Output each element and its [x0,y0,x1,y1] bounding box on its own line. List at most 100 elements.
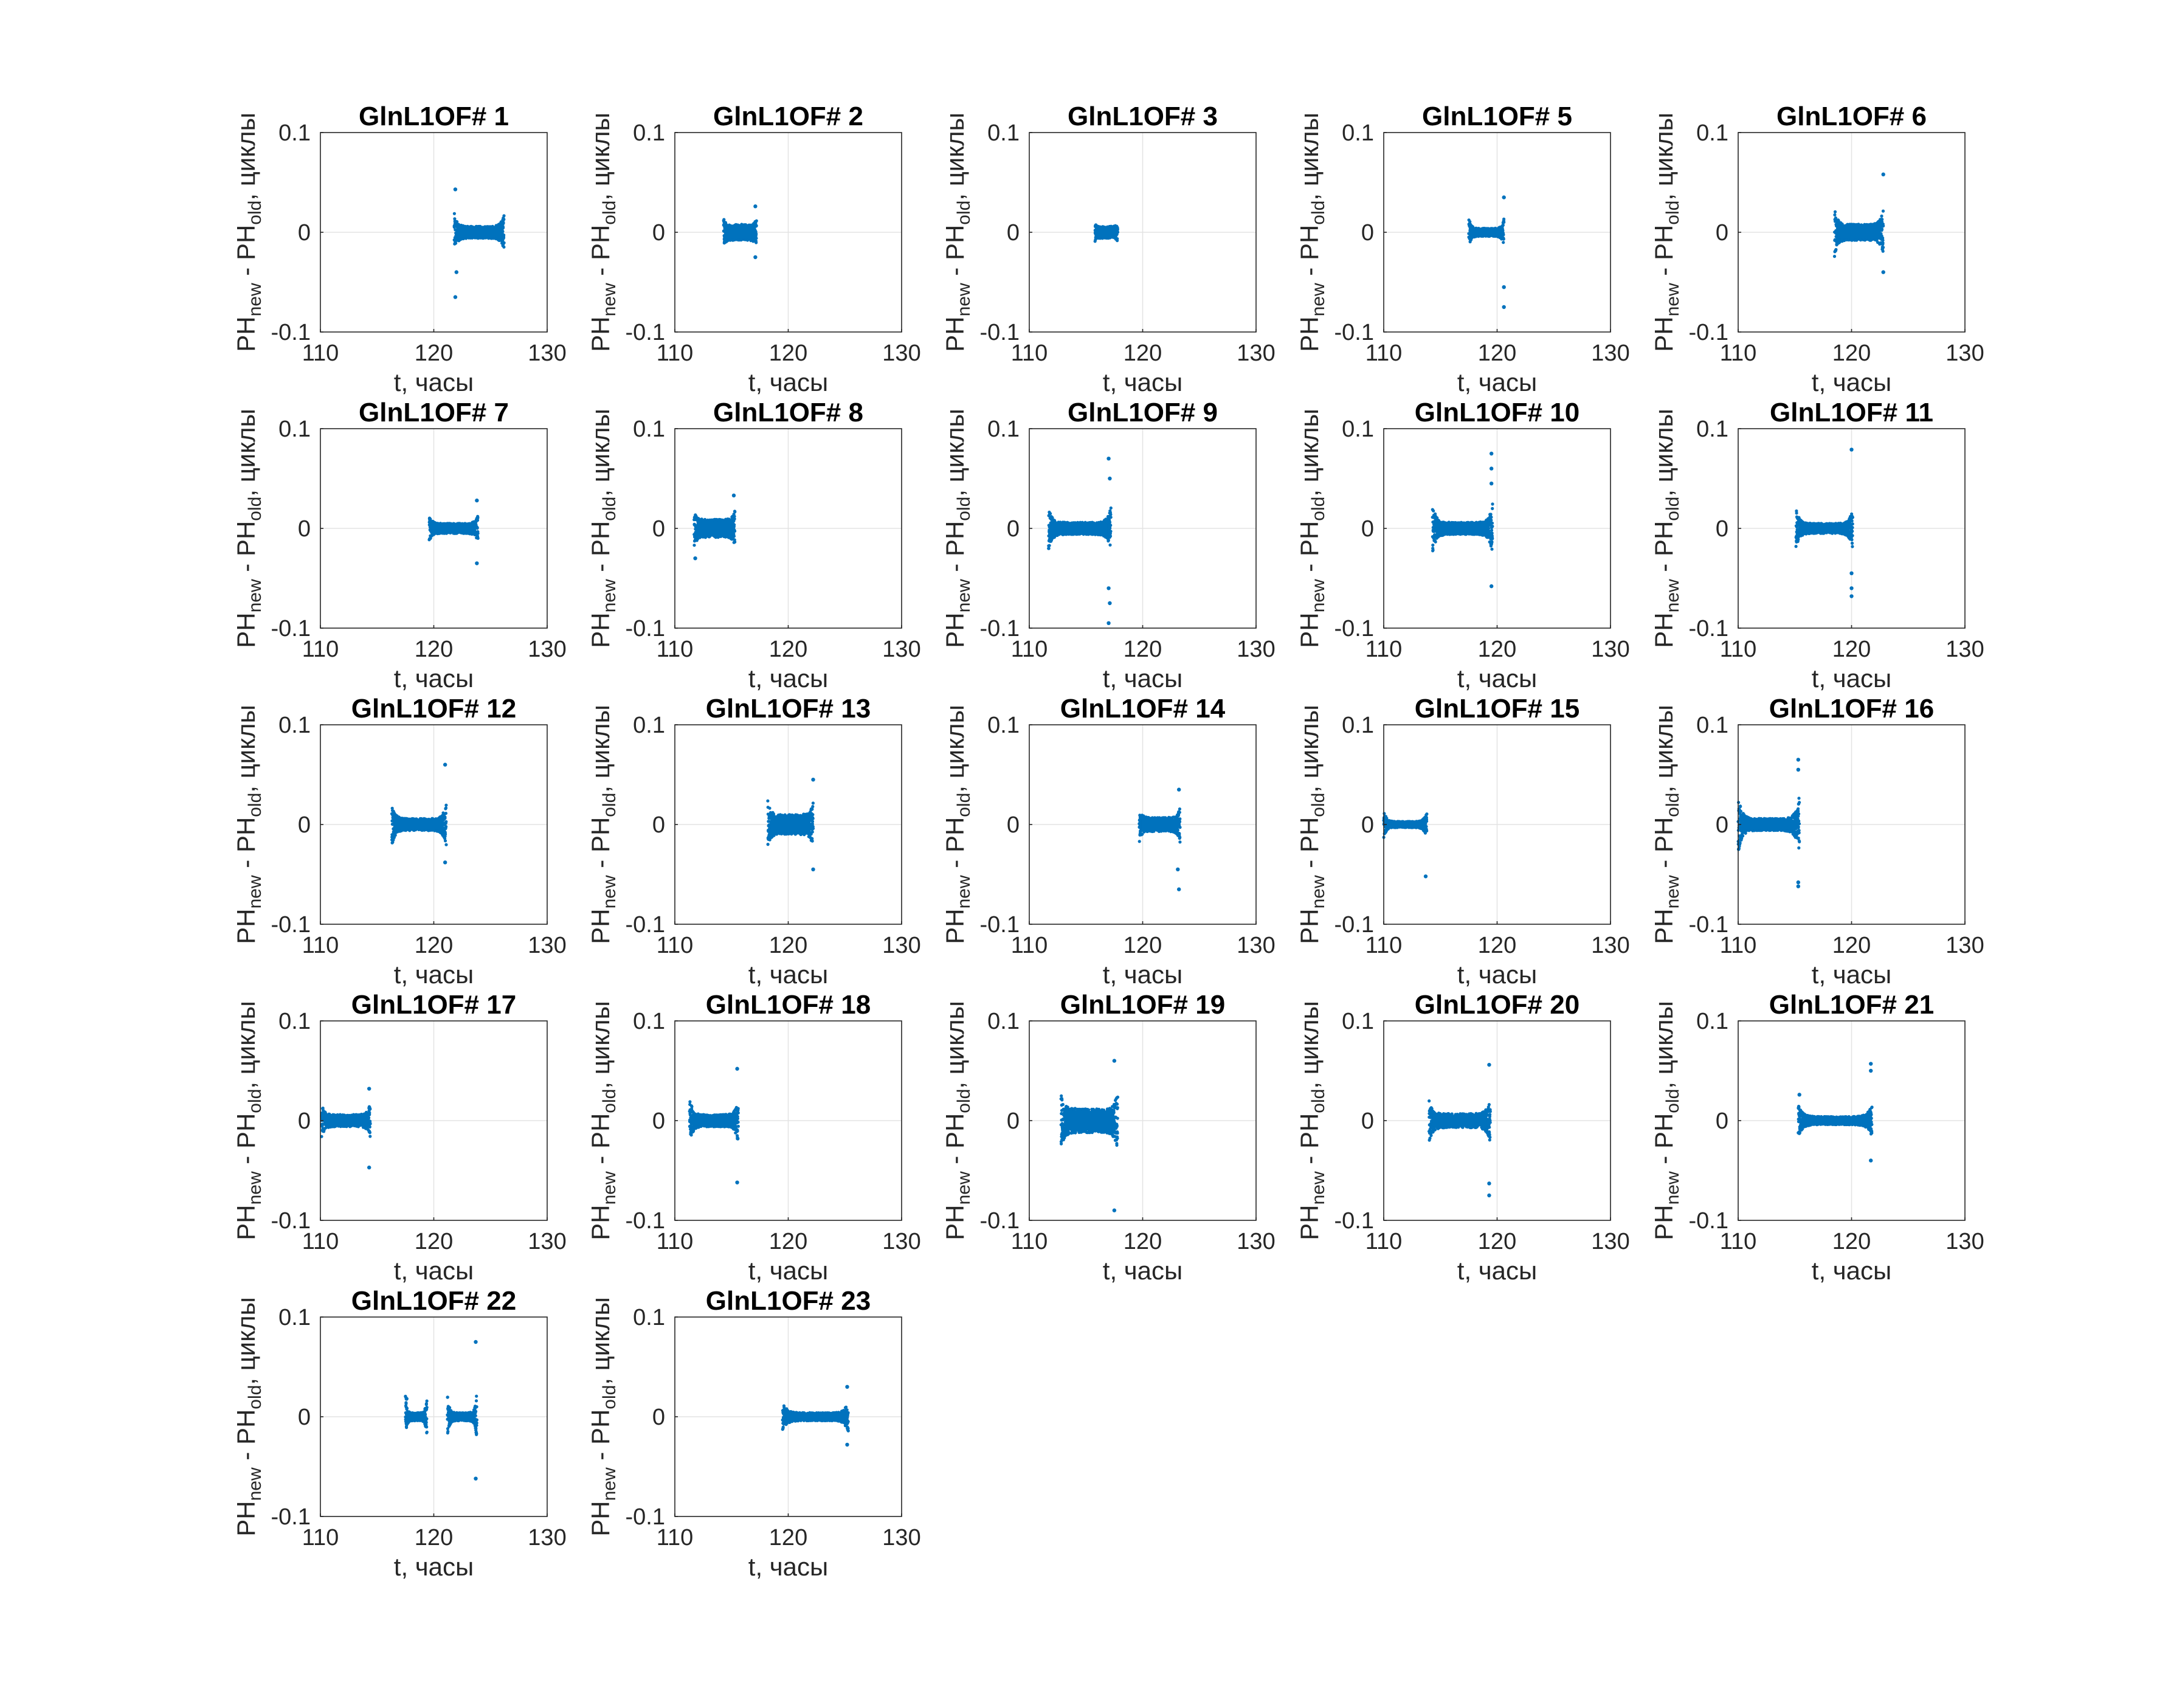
data-point [1108,520,1112,524]
data-point [1832,255,1837,258]
x-tick-label: 130 [1237,341,1275,366]
x-axis-label: t, часы [394,368,474,396]
data-point [1501,223,1505,227]
data-point [1880,227,1884,231]
data-points [1093,223,1120,243]
x-axis-label: t, часы [748,368,828,396]
x-axis-label: t, часы [1103,664,1182,693]
x-tick-label: 110 [657,341,694,366]
y-axis-label: PHnew - PHold, циклы [586,112,620,352]
data-point [1881,249,1885,253]
data-point [1108,543,1112,547]
data-point [1881,241,1885,245]
data-points [722,204,758,260]
x-tick-label: 130 [882,637,920,662]
y-tick-label: -0.1 [626,320,665,345]
data-point [455,220,459,224]
data-point [754,219,758,223]
x-tick-label: 120 [769,341,807,366]
data-point [502,235,506,240]
outlier-point [1108,476,1112,481]
data-point [1502,237,1505,241]
y-tick-label: 0 [298,220,311,246]
outlier-point [693,556,697,561]
data-point [754,224,758,227]
x-tick-label: 120 [415,637,453,662]
data-point [1109,530,1113,533]
x-axis-label: t, часы [394,664,474,693]
data-point [1116,230,1120,234]
data-point [1833,210,1837,213]
data-point [502,245,506,249]
data-point [501,230,505,233]
outlier-point [453,295,458,299]
data-points [452,187,506,299]
data-band [1052,524,1108,533]
outlier-point [475,561,479,565]
x-axis-label: t, часы [1103,368,1182,396]
x-tick-label: 120 [1124,637,1162,662]
x-axis-label: t, часы [748,664,828,693]
subplot-grid: 110 120 130 -0.1 0 0.1 GlnL1OF# 1 t, часы PHnew … [232,102,1984,1581]
data-point [1432,509,1435,513]
data-point [1109,513,1113,516]
data-point [1833,213,1837,216]
data-band [1837,226,1880,239]
data-band [725,226,755,239]
subplot-title: GlnL1OF# 3 [1068,102,1218,131]
data-point [1882,224,1885,228]
x-tick-label: 120 [1124,341,1162,366]
data-point [1468,220,1472,224]
outlier-point [731,493,736,498]
y-tick-label: 0.1 [633,120,665,146]
y-tick-label: -0.1 [1334,320,1374,345]
subplot-title: GlnL1OF# 8 [713,398,863,427]
subplot-title: GlnL1OF# 7 [359,398,509,427]
data-point [476,536,480,540]
data-point [733,529,737,533]
subplot-title: GlnL1OF# 9 [1068,398,1218,427]
y-tick-label: 0.1 [1342,120,1374,146]
x-tick-label: 130 [528,637,566,662]
data-point [732,534,736,538]
outlier-point [753,204,758,209]
x-tick-label: 110 [302,341,339,366]
data-point [754,232,758,236]
data-point [476,516,480,520]
subplot-title: GlnL1OF# 6 [1776,102,1927,131]
subplot-title: GlnL1OF# 5 [1422,102,1572,131]
data-point [1108,534,1113,538]
x-tick-label: 120 [415,341,453,366]
outlier-point [753,255,758,260]
data-point [1048,544,1051,547]
data-band [1471,229,1502,236]
data-point [1880,214,1883,218]
data-point [1049,512,1052,516]
data-point [692,544,696,547]
data-point [1882,246,1885,249]
outlier-point [1106,586,1111,590]
x-tick-label: 130 [1945,341,1984,366]
data-band [432,524,475,533]
y-tick-label: 0.1 [278,120,311,146]
y-tick-label: 0 [652,220,665,246]
data-point [1431,548,1435,552]
x-tick-label: 130 [528,341,566,366]
x-tick-label: 120 [1478,341,1516,366]
outlier-point [1502,285,1506,289]
data-point [1502,233,1505,237]
data-point [1834,247,1838,252]
data-point [502,221,505,224]
y-tick-label: -0.1 [1689,320,1728,345]
data-point [502,241,506,244]
data-point [733,510,737,514]
data-point [1116,237,1119,241]
subplot-title: GlnL1OF# 1 [359,102,509,131]
x-axis-label: t, часы [1812,368,1891,396]
x-tick-label: 130 [1237,637,1275,662]
data-point [476,531,480,535]
y-tick-label: 0 [298,516,311,542]
